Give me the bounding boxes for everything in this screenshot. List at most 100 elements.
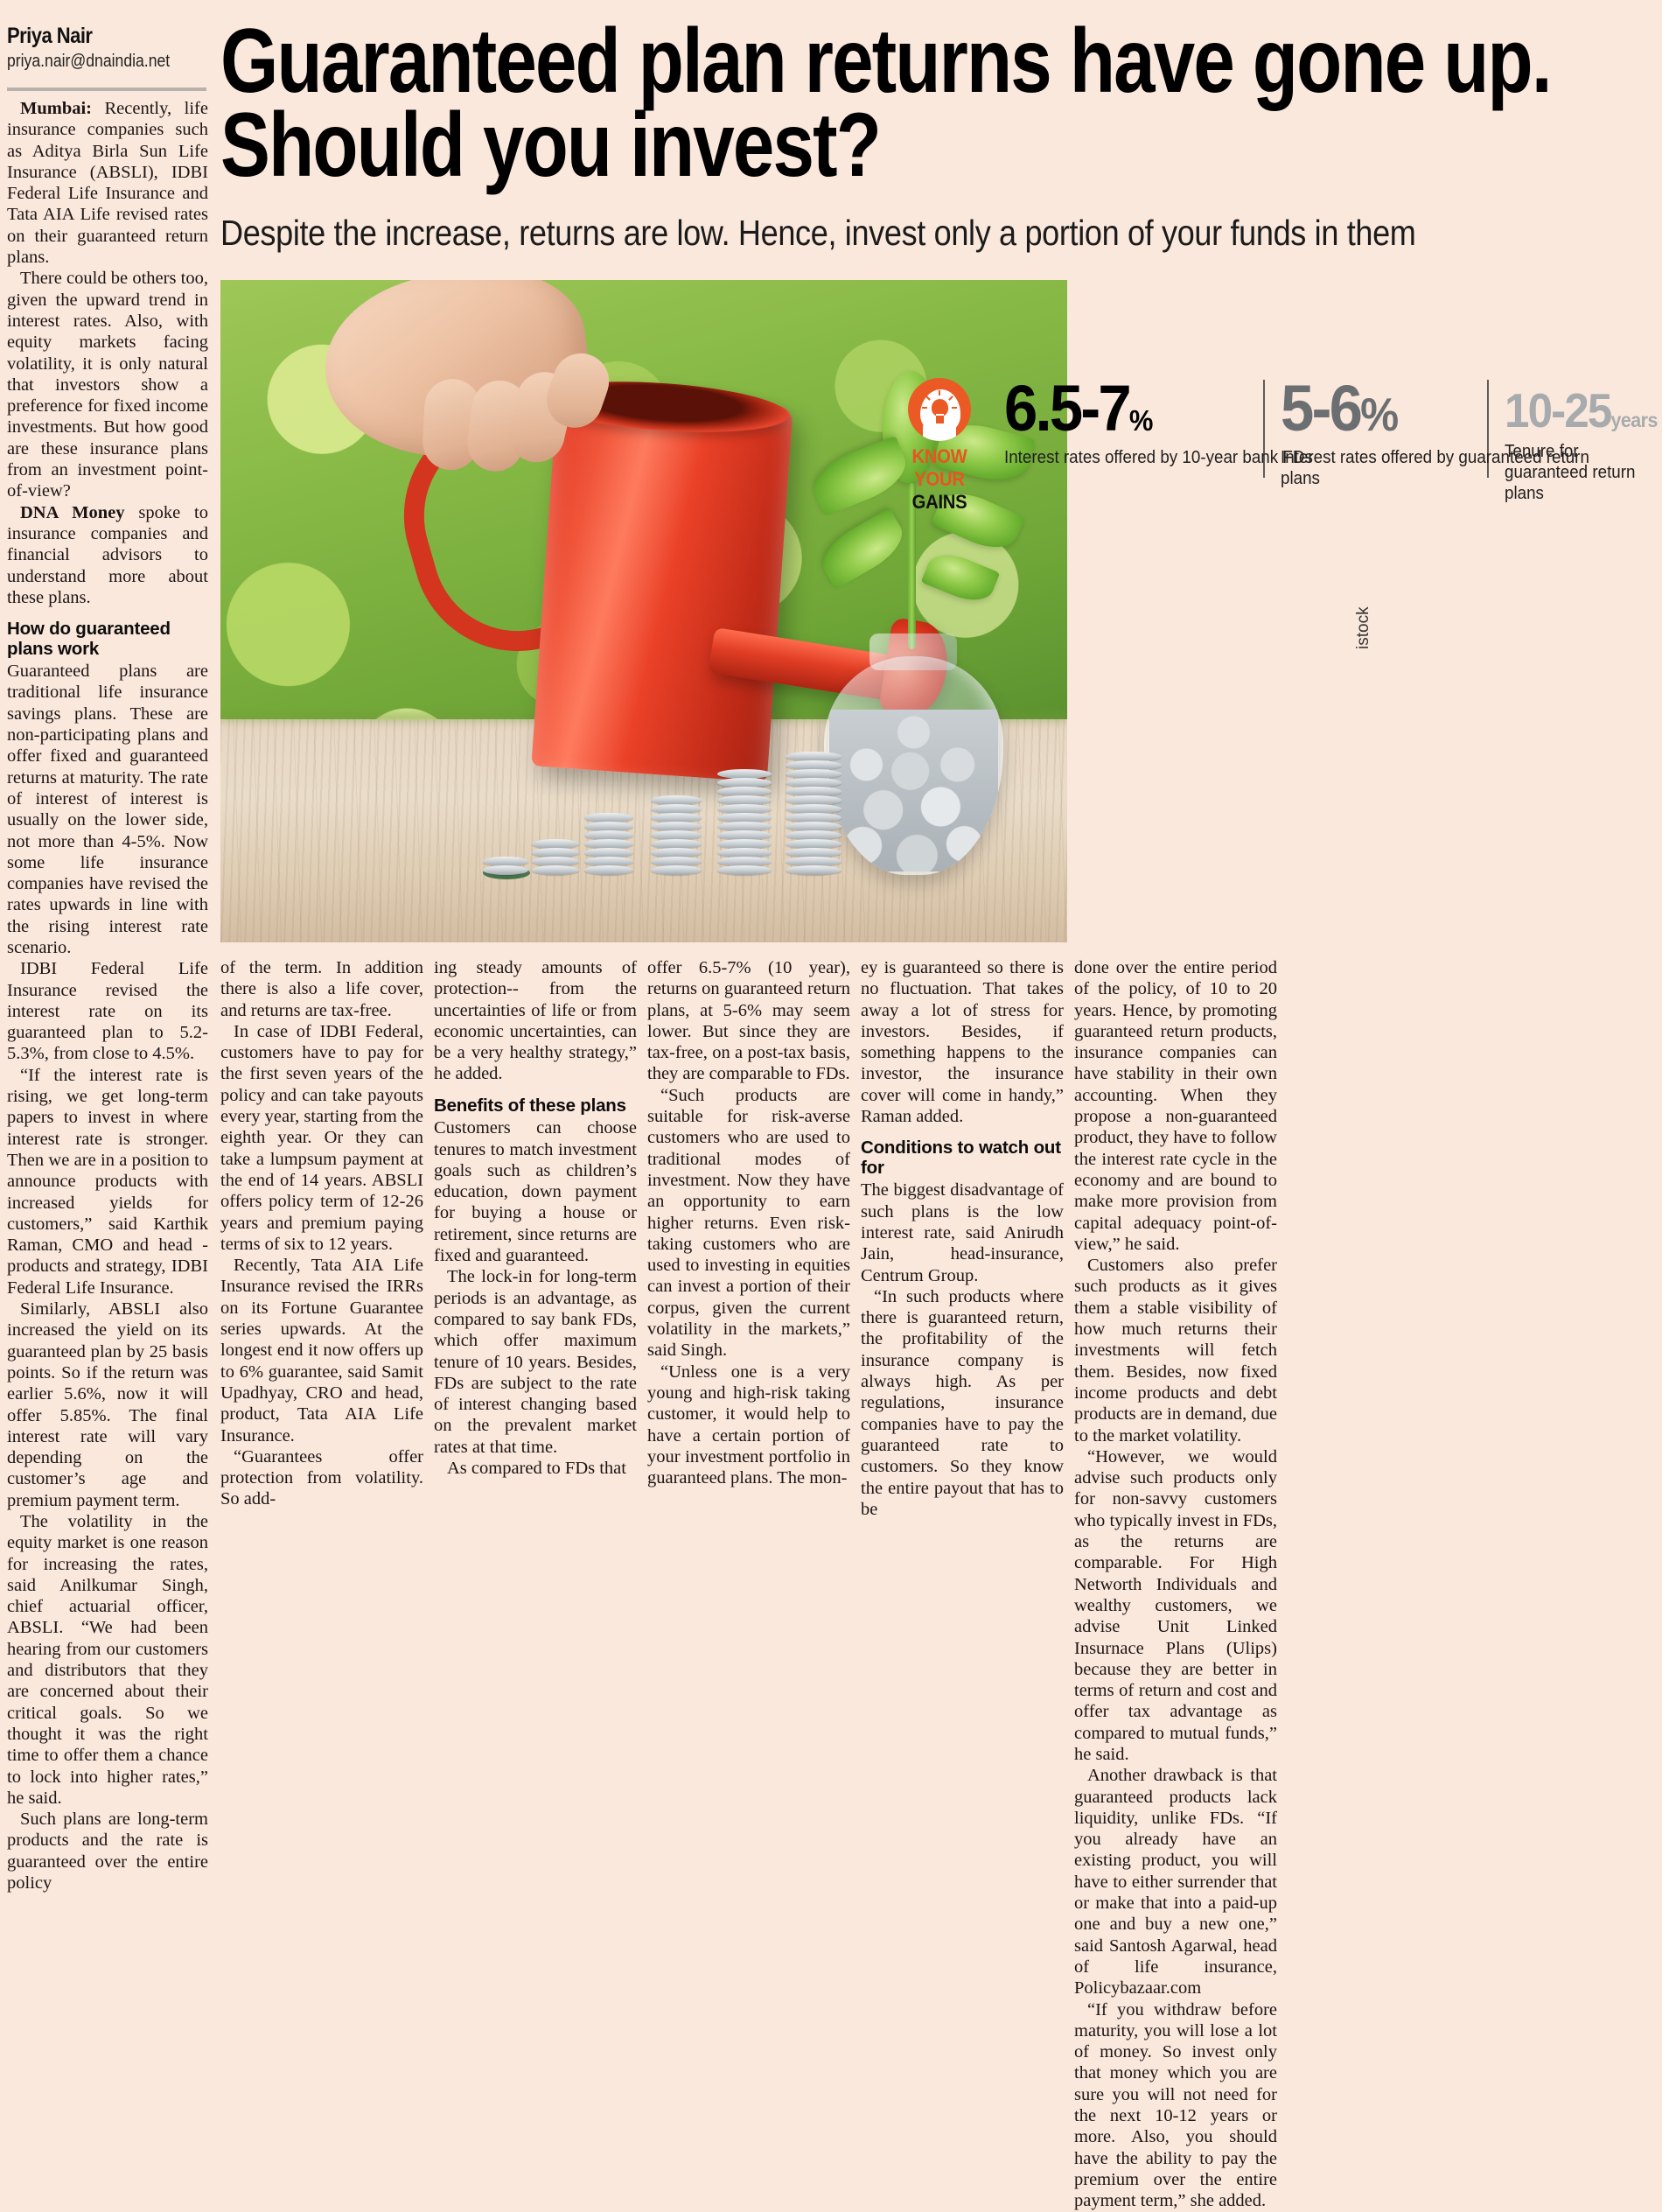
headline-block: Guaranteed plan returns have gone up. Sh… <box>220 10 1655 196</box>
coin <box>786 865 841 875</box>
section-subhead: Benefits of these plans <box>434 1095 626 1116</box>
article-paragraph: As compared to FDs that <box>447 1459 626 1479</box>
coin-stack <box>483 857 528 875</box>
article-column-4: offer 6.5-7% (10 year), returns on guara… <box>647 957 850 1771</box>
coin <box>786 857 841 866</box>
photo-credit: istock <box>1354 606 1372 649</box>
article-paragraph: DNA Money spoke to insurance companies a… <box>7 502 208 607</box>
coin <box>651 822 702 831</box>
paragraph-lead: Mumbai: <box>20 99 92 118</box>
section-subhead: How do guaranteed plans work <box>7 619 171 659</box>
coin <box>786 839 841 849</box>
article-paragraph: Mumbai: Recently, life insurance compani… <box>7 99 208 268</box>
coin <box>786 787 841 796</box>
coin <box>584 830 633 840</box>
coin-stack <box>584 813 633 875</box>
byline: Priya Nair priya.nair@dnaindia.net <box>7 24 208 72</box>
coin <box>584 822 633 831</box>
article-paragraph: Such plans are long-term products and th… <box>7 1810 208 1894</box>
coin <box>584 839 633 849</box>
coin <box>786 813 841 822</box>
coin <box>532 857 579 866</box>
coin <box>584 857 633 866</box>
coin-stack <box>532 839 579 875</box>
article-paragraph: The volatility in the equity market is o… <box>7 1512 208 1808</box>
article-paragraph: The biggest disadvantage of such plans i… <box>861 1180 1064 1285</box>
stat-caption: Tenure for guaranteed return plans <box>1505 442 1636 503</box>
article-paragraph: “Such products are suitable for risk-ave… <box>647 1085 850 1361</box>
coin <box>786 778 841 788</box>
article-paragraph: Another drawback is that guaranteed prod… <box>1074 1766 1277 1998</box>
stat-guaranteed-rate: 5-6% Interest rates offered by guarantee… <box>1281 376 1655 489</box>
coin <box>483 865 528 875</box>
coin <box>717 839 772 849</box>
article-paragraph: “If you withdraw before maturity, you wi… <box>1074 1999 1277 2211</box>
coin <box>717 795 772 805</box>
coin <box>532 848 579 858</box>
article-paragraph: IDBI Federal Life Insurance revised the … <box>7 959 208 1064</box>
headline-deck: Despite the increase, returns are low. H… <box>220 213 1416 253</box>
article-paragraph: ey is guaranteed so there is no fluctuat… <box>861 958 1064 1127</box>
article-paragraph: “If the interest rate is rising, we get … <box>7 1065 208 1298</box>
article-paragraph: ing steady amounts of protection-- from … <box>434 958 637 1084</box>
article-column-6: done over the entire period of the polic… <box>1074 957 1277 2210</box>
coin <box>651 804 702 814</box>
article-column-2: of the term. In addition there is also a… <box>220 957 423 1771</box>
know-your-gains-badge: KNOW YOUR GAINS <box>885 378 994 514</box>
section-subhead: Conditions to watch out for <box>861 1138 1061 1178</box>
article-column-5: ey is guaranteed so there is no fluctuat… <box>861 957 1064 1771</box>
newspaper-page: Priya Nair priya.nair@dnaindia.net Guara… <box>0 0 1662 1775</box>
neck-silhouette <box>923 424 956 441</box>
article-column-3: ing steady amounts of protection-- from … <box>434 957 637 1771</box>
coin <box>532 865 579 875</box>
stat-caption: Interest rates offered by 10-year bank F… <box>1004 448 1313 467</box>
coin <box>717 778 772 788</box>
coin <box>651 813 702 822</box>
stat-divider <box>1487 380 1489 478</box>
coin <box>584 813 633 822</box>
coin <box>717 848 772 858</box>
stat-value: 10-25years <box>1505 383 1658 438</box>
byline-divider <box>7 88 206 91</box>
idea-head-icon <box>908 378 971 441</box>
watering-can-body <box>531 390 793 782</box>
coin <box>717 813 772 822</box>
article-paragraph: Customers can choose tenures to match in… <box>434 1118 637 1266</box>
article-paragraph: Similarly, ABSLI also increased the yiel… <box>7 1299 208 1510</box>
coin-stack <box>717 769 772 875</box>
author-name: Priya Nair <box>7 24 93 48</box>
coin-stack <box>786 752 841 875</box>
article-paragraph: offer 6.5-7% (10 year), returns on guara… <box>647 958 850 1084</box>
author-email: priya.nair@dnaindia.net <box>7 52 171 72</box>
stat-value: 6.5-7% <box>1004 372 1153 444</box>
jar-coins <box>829 710 998 872</box>
coin-jar <box>824 656 1003 875</box>
article-paragraph: “However, we would advise such products … <box>1074 1446 1277 1764</box>
coin-stack <box>651 795 702 875</box>
coin <box>786 822 841 831</box>
coin <box>786 752 841 761</box>
coin <box>717 857 772 866</box>
coin <box>717 822 772 831</box>
coin <box>786 804 841 814</box>
article-column-1: Mumbai: Recently, life insurance compani… <box>7 98 208 1893</box>
article-paragraph: Recently, Tata AIA Life Insurance revise… <box>220 1256 423 1446</box>
article-paragraph: “In such products where there is guarant… <box>861 1286 1064 1519</box>
coin <box>651 795 702 805</box>
coin <box>786 795 841 805</box>
article-paragraph: “Guarantees offer protection from volati… <box>220 1446 423 1509</box>
stat-caption: Interest rates offered by guaranteed ret… <box>1281 448 1589 488</box>
article-paragraph: The lock-in for long-term periods is an … <box>434 1267 637 1457</box>
coin <box>651 848 702 858</box>
article-paragraph: Guaranteed plans are traditional life in… <box>7 662 208 957</box>
coin <box>717 830 772 840</box>
stat-fd-rate: 6.5-7% Interest rates offered by 10-year… <box>1004 376 1332 468</box>
article-paragraph: of the term. In addition there is also a… <box>220 958 423 1020</box>
coin <box>651 830 702 840</box>
know-your-gains-panel: KNOW YOUR GAINS 6.5-7% Interest rates of… <box>885 376 1658 513</box>
coin <box>651 865 702 875</box>
page-title: Guaranteed plan returns have gone up. Sh… <box>220 10 1553 196</box>
coin <box>532 839 579 849</box>
coin <box>651 839 702 849</box>
coin <box>483 857 528 866</box>
